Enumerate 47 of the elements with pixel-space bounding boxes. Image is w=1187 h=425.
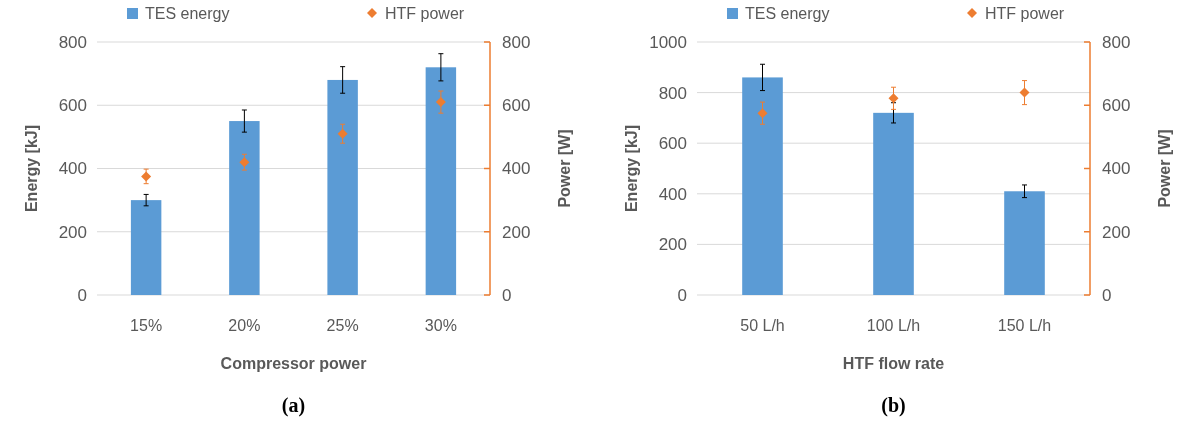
bar [425,67,457,295]
y-tick-label: 600 [658,134,687,154]
x-axis-title: HTF flow rate [842,355,945,372]
bar [130,200,162,295]
text: (b) [881,394,906,417]
x-tick-label: 100 L/h [866,317,921,334]
y2-axis-title: Power [W] [556,129,573,208]
y2-tick-label: 600 [502,96,531,116]
legend-label: HTF power [385,4,465,22]
x-tick-label: 25% [326,317,359,334]
y-tick-label: 0 [77,285,87,305]
y2-tick-label: 800 [502,32,531,52]
y2-tick-label: 400 [502,159,531,179]
y-tick-label: 800 [658,83,687,103]
y-tick-label: 200 [658,235,687,255]
bar [327,79,358,295]
y2-tick-label: 200 [1102,222,1131,242]
y-axis-title: Energy [kJ] [23,124,40,213]
text: (a) [281,394,306,417]
legend-label: HTF power [985,4,1065,22]
x-tick-label: 150 L/h [997,317,1052,334]
x-axis-title: Compressor power [220,355,367,372]
bar [873,112,914,295]
y-tick-label: 1000 [649,32,687,52]
y-tick-label: 400 [658,184,687,204]
x-tick-label: 20% [228,317,261,334]
y2-tick-label: 200 [502,222,531,242]
legend-label: TES energy [745,4,830,22]
y-tick-label: 200 [58,222,87,242]
x-tick-label: 30% [424,317,457,334]
y2-tick-label: 400 [1102,159,1131,179]
y-tick-label: 800 [58,32,87,52]
bar [742,77,783,295]
x-tick-label: 50 L/h [740,317,785,334]
legend-label: TES energy [145,4,230,22]
y2-tick-label: 600 [1102,96,1131,116]
y2-axis-title: Power [W] [1156,129,1173,208]
y-axis-title: Energy [kJ] [623,124,640,213]
y2-tick-label: 0 [502,285,512,305]
y-tick-label: 400 [58,159,87,179]
y2-tick-label: 0 [1102,285,1112,305]
bar [1004,191,1045,295]
bar [229,121,260,295]
y2-tick-label: 800 [1102,32,1131,52]
x-tick-label: 15% [130,317,163,334]
y-tick-label: 0 [677,285,687,305]
y-tick-label: 600 [58,96,87,116]
